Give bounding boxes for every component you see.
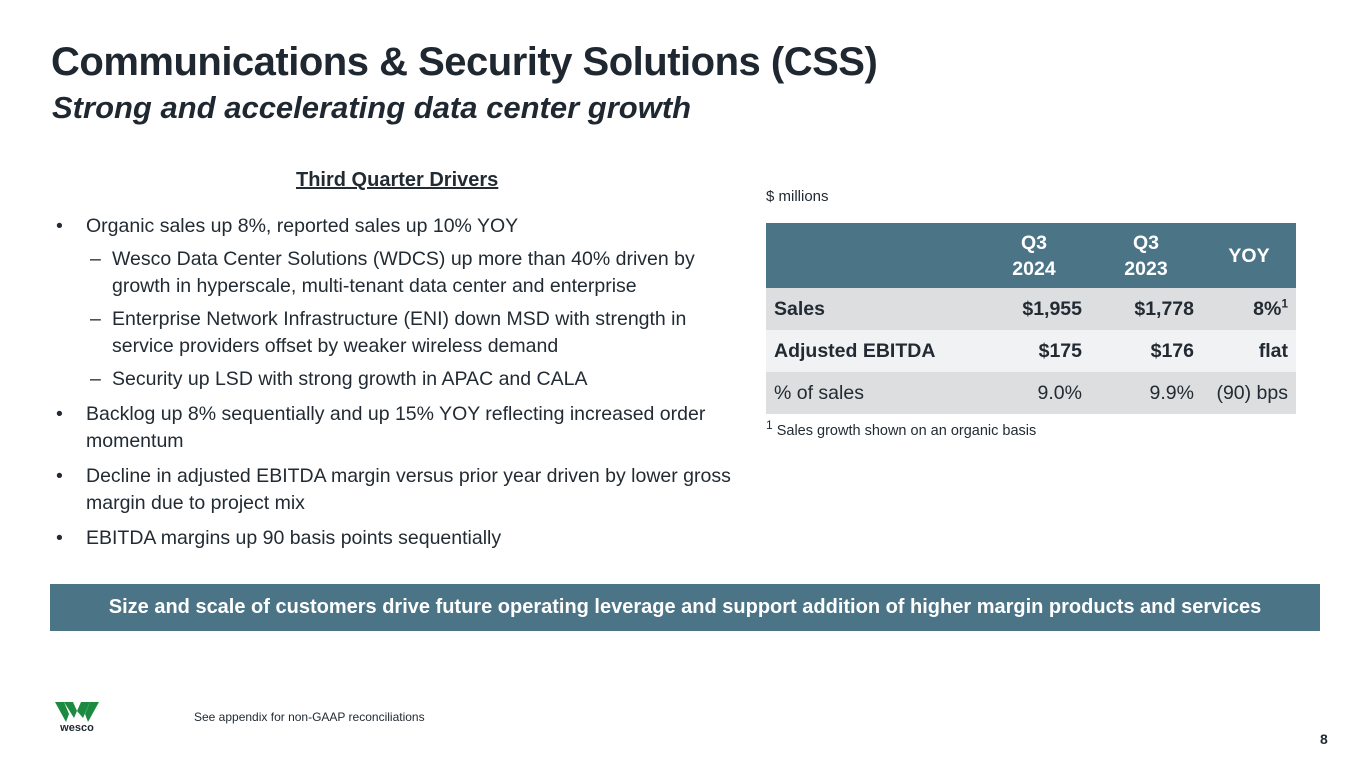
list-item: Decline in adjusted EBITDA margin versus…	[56, 463, 746, 517]
drivers-heading: Third Quarter Drivers	[296, 169, 499, 191]
list-item: Security up LSD with strong growth in AP…	[56, 366, 746, 393]
financial-table: Q3 2024 Q3 2023 YOY Sales $1,955 $1,778 …	[766, 223, 1296, 414]
header-yoy: YOY	[1202, 223, 1296, 288]
row-label: % of sales	[766, 372, 978, 414]
units-label: $ millions	[766, 188, 829, 205]
header-q3-2023-line1: Q3	[1132, 231, 1159, 254]
key-message-banner: Size and scale of customers drive future…	[50, 584, 1320, 631]
appendix-note: See appendix for non-GAAP reconciliation…	[194, 710, 425, 724]
header-empty-cell	[766, 223, 978, 288]
table-row: Sales $1,955 $1,778 8%1	[766, 288, 1296, 330]
cell-q3-2024: $175	[978, 330, 1090, 372]
wesco-w-icon	[55, 702, 99, 722]
header-q3-2023-line2: 2023	[1124, 257, 1168, 280]
header-q3-2023: Q3 2023	[1090, 223, 1202, 288]
header-q3-2024-line1: Q3	[1020, 231, 1047, 254]
drivers-list: Organic sales up 8%, reported sales up 1…	[56, 213, 746, 552]
page-number: 8	[1320, 731, 1328, 747]
list-item: Wesco Data Center Solutions (WDCS) up mo…	[56, 246, 746, 300]
list-item: Backlog up 8% sequentially and up 15% YO…	[56, 401, 746, 455]
cell-q3-2024: $1,955	[978, 288, 1090, 330]
page-title: Communications & Security Solutions (CSS…	[51, 40, 878, 84]
table-row: % of sales 9.0% 9.9% (90) bps	[766, 372, 1296, 414]
list-item: EBITDA margins up 90 basis points sequen…	[56, 525, 746, 552]
yoy-value: 8%	[1253, 297, 1282, 320]
footnote-marker: 1	[1281, 296, 1288, 310]
cell-q3-2023: $176	[1090, 330, 1202, 372]
footnote-text: Sales growth shown on an organic basis	[776, 423, 1037, 439]
row-label: Adjusted EBITDA	[766, 330, 978, 372]
footnote-marker: 1	[766, 418, 773, 433]
cell-yoy: 8%1	[1202, 288, 1296, 330]
logo-text: wesco	[60, 722, 94, 734]
list-item: Enterprise Network Infrastructure (ENI) …	[56, 306, 746, 360]
cell-q3-2024: 9.0%	[978, 372, 1090, 414]
page-subtitle: Strong and accelerating data center grow…	[52, 90, 692, 125]
header-q3-2024: Q3 2024	[978, 223, 1090, 288]
row-label: Sales	[766, 288, 978, 330]
cell-q3-2023: 9.9%	[1090, 372, 1202, 414]
cell-yoy: (90) bps	[1202, 372, 1296, 414]
table-footnote: 1 Sales growth shown on an organic basis	[766, 419, 1037, 439]
wesco-logo: wesco	[55, 702, 99, 734]
table-header-row: Q3 2024 Q3 2023 YOY	[766, 223, 1296, 288]
header-q3-2024-line2: 2024	[1012, 257, 1056, 280]
cell-q3-2023: $1,778	[1090, 288, 1202, 330]
cell-yoy: flat	[1202, 330, 1296, 372]
list-item: Organic sales up 8%, reported sales up 1…	[56, 213, 746, 240]
table-row: Adjusted EBITDA $175 $176 flat	[766, 330, 1296, 372]
banner-text: Size and scale of customers drive future…	[108, 596, 1262, 618]
